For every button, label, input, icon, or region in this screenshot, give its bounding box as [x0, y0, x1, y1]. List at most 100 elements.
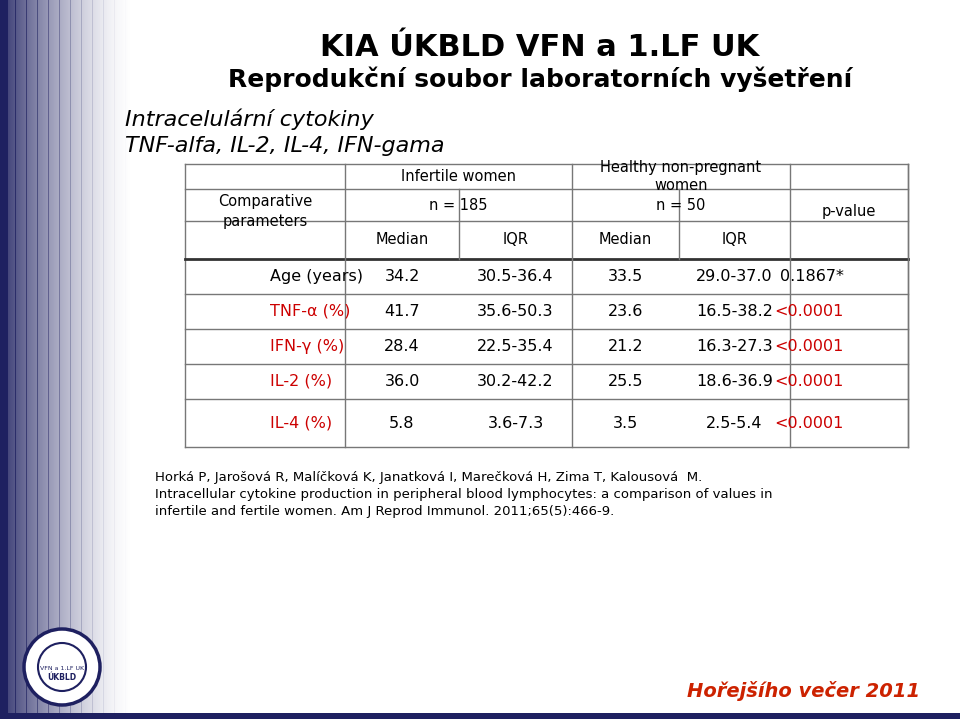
Bar — [104, 0, 105, 719]
Bar — [40, 0, 42, 719]
Text: p-value: p-value — [822, 204, 876, 219]
Text: 3.5: 3.5 — [612, 416, 638, 431]
Bar — [89, 0, 90, 719]
Bar — [3, 0, 5, 719]
Text: Hořejšího večer 2011: Hořejšího večer 2011 — [686, 681, 920, 701]
Bar — [185, 164, 908, 447]
Text: ÚKBLD: ÚKBLD — [47, 672, 77, 682]
Text: Reprodukční soubor laboratorních vyšetření: Reprodukční soubor laboratorních vyšetře… — [228, 67, 852, 93]
Bar — [13, 0, 14, 719]
Text: 30.5-36.4: 30.5-36.4 — [477, 269, 554, 284]
Text: 36.0: 36.0 — [384, 374, 420, 389]
Bar — [115, 0, 117, 719]
Bar — [114, 0, 115, 719]
Bar — [93, 0, 95, 719]
Bar — [63, 0, 65, 719]
Bar — [131, 0, 132, 719]
Bar — [87, 0, 88, 719]
Text: IFN-γ (%): IFN-γ (%) — [270, 339, 345, 354]
Text: 18.6-36.9: 18.6-36.9 — [696, 374, 773, 389]
Bar — [76, 0, 77, 719]
Bar — [118, 0, 119, 719]
Bar — [61, 0, 62, 719]
Bar — [6, 0, 7, 719]
Bar — [31, 0, 32, 719]
Bar — [97, 0, 98, 719]
Text: 41.7: 41.7 — [384, 304, 420, 319]
Bar — [95, 0, 96, 719]
Bar — [11, 0, 12, 719]
Bar — [53, 0, 54, 719]
Bar — [29, 0, 30, 719]
Bar — [50, 0, 51, 719]
Bar — [37, 0, 38, 719]
Bar — [100, 0, 102, 719]
Circle shape — [38, 643, 86, 691]
Bar — [99, 0, 100, 719]
Bar — [20, 0, 21, 719]
Text: 25.5: 25.5 — [608, 374, 643, 389]
Text: IL-4 (%): IL-4 (%) — [270, 416, 332, 431]
Bar — [27, 0, 28, 719]
Bar — [85, 0, 87, 719]
Bar — [119, 0, 120, 719]
Bar — [88, 0, 89, 719]
Bar — [59, 0, 60, 719]
Bar — [84, 0, 85, 719]
Bar — [60, 0, 61, 719]
Bar — [52, 0, 53, 719]
Text: 28.4: 28.4 — [384, 339, 420, 354]
Bar — [9, 0, 10, 719]
Bar — [0, 713, 960, 719]
Text: 22.5-35.4: 22.5-35.4 — [477, 339, 554, 354]
Bar — [0, 0, 1, 719]
Bar — [28, 0, 29, 719]
Bar — [122, 0, 123, 719]
Bar — [91, 0, 92, 719]
Bar — [10, 0, 12, 719]
Bar — [78, 0, 80, 719]
Text: <0.0001: <0.0001 — [775, 374, 844, 389]
Text: 16.5-38.2: 16.5-38.2 — [696, 304, 773, 319]
Text: Intracellular cytokine production in peripheral blood lymphocytes: a comparison : Intracellular cytokine production in per… — [155, 488, 773, 501]
Bar — [82, 0, 83, 719]
Text: Intracelulární cytokiny: Intracelulární cytokiny — [125, 109, 373, 131]
Bar — [81, 0, 82, 719]
Bar — [58, 0, 59, 719]
Bar — [67, 0, 68, 719]
Text: 5.8: 5.8 — [389, 416, 415, 431]
Bar — [39, 0, 40, 719]
Bar — [116, 0, 118, 719]
Text: Comparative
parameters: Comparative parameters — [218, 194, 312, 229]
Bar — [23, 0, 24, 719]
Bar — [96, 0, 97, 719]
Bar — [75, 0, 76, 719]
Text: KIA ÚKBLD VFN a 1.LF UK: KIA ÚKBLD VFN a 1.LF UK — [321, 33, 759, 62]
Bar — [46, 0, 47, 719]
Bar — [17, 0, 19, 719]
Bar — [127, 0, 128, 719]
Bar — [83, 0, 84, 719]
Bar — [62, 0, 64, 719]
Text: Age (years): Age (years) — [270, 269, 363, 284]
Bar — [70, 0, 72, 719]
Text: Median: Median — [599, 232, 652, 247]
Bar — [123, 0, 125, 719]
Text: VFN a 1.LF UK: VFN a 1.LF UK — [40, 667, 84, 672]
Bar — [79, 0, 81, 719]
Bar — [51, 0, 52, 719]
Text: <0.0001: <0.0001 — [775, 339, 844, 354]
Bar — [55, 0, 57, 719]
Text: 21.2: 21.2 — [608, 339, 643, 354]
Bar — [128, 0, 129, 719]
Bar — [120, 0, 121, 719]
Text: 34.2: 34.2 — [384, 269, 420, 284]
Text: 35.6-50.3: 35.6-50.3 — [477, 304, 554, 319]
Bar — [14, 0, 15, 719]
Bar — [45, 0, 46, 719]
Bar — [18, 0, 20, 719]
Bar — [22, 0, 23, 719]
Bar — [111, 0, 112, 719]
Bar — [7, 0, 8, 719]
Text: 3.6-7.3: 3.6-7.3 — [488, 416, 543, 431]
